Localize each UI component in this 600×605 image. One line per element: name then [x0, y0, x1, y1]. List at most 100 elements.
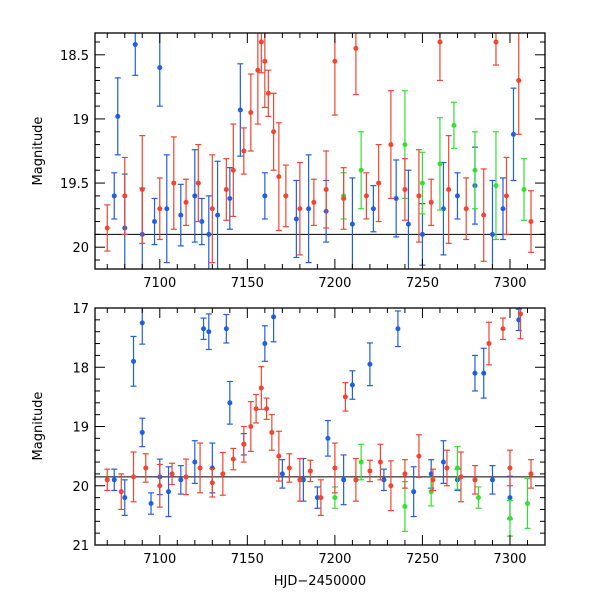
bottom-red-point — [471, 465, 478, 495]
top-red-point — [331, 33, 338, 116]
bottom-blue-point — [366, 342, 373, 387]
top-red-point — [527, 190, 534, 253]
bottom-red-point — [352, 457, 359, 502]
top-x-tick-label: 7100 — [143, 276, 176, 291]
top-red-point — [323, 150, 330, 229]
bottom-red-point — [219, 451, 226, 496]
bottom-blue-point — [349, 370, 356, 400]
bottom-red-point — [197, 442, 204, 494]
bottom-red-point — [118, 473, 125, 511]
bottom-x-tick-label: 7300 — [493, 552, 526, 567]
top-red-point — [282, 164, 289, 228]
top-red-point — [415, 149, 422, 243]
bottom-blue-point — [270, 308, 277, 343]
top-blue-point — [177, 183, 184, 247]
top-red-point — [195, 143, 202, 223]
bottom-green-point — [358, 443, 365, 481]
bottom-red-point — [342, 382, 349, 412]
bottom-red-point — [387, 460, 394, 512]
top-red-point — [240, 127, 247, 175]
bottom-red-point — [517, 308, 524, 340]
top-red-point — [275, 122, 282, 232]
bottom-blue-point — [165, 466, 172, 518]
bottom-red-point — [457, 451, 464, 503]
bottom-red-point — [485, 321, 492, 366]
top-red-point — [265, 69, 272, 117]
top-green-point — [492, 131, 499, 241]
bottom-x-tick-label: 7250 — [406, 552, 439, 567]
top-red-point — [463, 177, 470, 241]
bottom-red-point — [263, 397, 270, 420]
top-red-point — [445, 135, 452, 244]
bottom-x-tick-label: 7200 — [318, 552, 351, 567]
top-blue-point — [499, 177, 506, 241]
top-x-tick-label: 7200 — [318, 276, 351, 291]
bottom-blue-point — [380, 468, 387, 492]
bottom-blue-point — [130, 335, 137, 387]
bottom-red-point — [366, 459, 373, 483]
top-blue-point — [226, 167, 233, 230]
bottom-y-axis-label: Magnitude — [31, 392, 46, 461]
bottom-red-point — [296, 457, 303, 502]
top-red-point — [428, 178, 435, 226]
top-red-point — [247, 73, 254, 152]
bottom-blue-point — [324, 419, 331, 457]
bottom-blue-point — [410, 466, 417, 518]
top-x-tick-label: 7300 — [493, 276, 526, 291]
top-green-point — [436, 117, 443, 211]
bottom-red-point — [169, 462, 176, 486]
bottom-red-point — [253, 393, 260, 424]
bottom-red-point — [156, 463, 163, 508]
top-green-point — [450, 101, 457, 150]
bottom-blue-point — [471, 354, 478, 392]
top-blue-point — [111, 172, 118, 220]
top-blue-point — [510, 87, 517, 182]
top-y-tick-label: 19.5 — [60, 177, 89, 192]
bottom-red-point — [331, 442, 338, 494]
top-red-point — [209, 154, 216, 264]
top-red-point — [230, 123, 237, 218]
bottom-red-point — [247, 401, 254, 452]
top-red-point — [492, 33, 499, 66]
top-red-point — [363, 172, 370, 220]
top-blue-point — [191, 149, 198, 243]
top-blue-point — [114, 77, 121, 156]
bottom-blue-point — [191, 440, 198, 484]
top-blue-point — [305, 154, 312, 264]
top-red-point — [170, 136, 177, 230]
top-blue-point — [261, 172, 268, 220]
bottom-red-point — [401, 459, 408, 489]
top-green-point — [358, 131, 365, 210]
top-blue-point — [393, 159, 400, 238]
bottom-red-point — [443, 449, 450, 487]
bottom-red-point — [415, 434, 422, 479]
top-blue-point — [151, 197, 158, 246]
top-red-point — [139, 135, 146, 244]
top-red-point — [183, 178, 190, 226]
bottom-red-point — [258, 366, 265, 410]
top-red-point — [310, 178, 317, 226]
bottom-blue-point — [340, 454, 347, 506]
top-blue-point — [405, 169, 412, 269]
bottom-blue-point — [148, 492, 155, 515]
top-green-point — [520, 158, 527, 221]
bottom-red-point — [275, 430, 282, 482]
top-y-axis-label: Magnitude — [31, 117, 46, 186]
top-y-tick-label: 20 — [72, 241, 89, 256]
panel-bottom: 7100 7150 7200 7250 7300 17 18 19 20 21 Magnitude… — [31, 302, 546, 589]
bottom-y-tick-label: 17 — [72, 302, 89, 317]
top-red-point — [480, 168, 487, 262]
bottom-red-point — [209, 467, 216, 498]
bottom-blue-point — [279, 459, 286, 489]
top-red-point — [223, 158, 230, 221]
bottom-blue-point — [200, 317, 207, 341]
bottom-y-tick-label: 21 — [72, 539, 89, 554]
top-x-tick-label: 7150 — [231, 276, 264, 291]
bottom-blue-point — [177, 465, 184, 495]
top-red-point — [296, 161, 303, 256]
bottom-red-point — [230, 447, 237, 471]
bottom-red-point — [130, 451, 137, 503]
top-green-point — [419, 151, 426, 215]
top-red-point — [270, 92, 277, 171]
top-blue-point — [349, 177, 356, 269]
